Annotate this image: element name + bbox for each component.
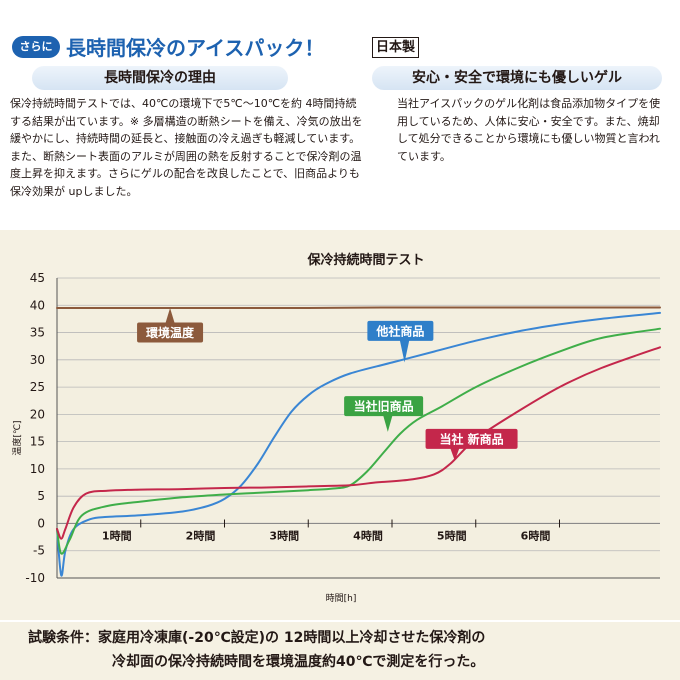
series-label-box xyxy=(137,322,204,343)
header: さらに 長時間保冷のアイスパック！ 日本製 xyxy=(10,34,670,62)
section-heading-safe-gel: 安心・安全で環境にも優しいゲル xyxy=(372,66,662,90)
series-label-pointer xyxy=(399,338,410,363)
x-tick-label: 6時間 xyxy=(521,528,551,542)
section-heading-long-cooling: 長時間保冷の理由 xyxy=(32,66,288,90)
y-tick-label: 15 xyxy=(30,435,45,449)
x-tick-label: 4時間 xyxy=(353,528,383,542)
series-line xyxy=(56,346,661,540)
series-line xyxy=(56,306,661,310)
series-label-pointer xyxy=(449,446,460,461)
cooling-duration-chart: 保冷持続時間テスト -10 -5 0 5 10 15 20 25 30 35 40 45 1時間 2時間 3… xyxy=(11,252,661,604)
y-tick-label: 35 xyxy=(30,326,45,340)
x-tick-label: 1時間 xyxy=(102,528,132,542)
safe-gel-description: 当社アイスパックのゲル化剤は食品添加物タイプを使用しているため、人体に安心・安全… xyxy=(397,97,661,163)
y-tick-label: 25 xyxy=(30,380,45,394)
chart-title: 保冷持続時間テスト xyxy=(306,252,424,268)
y-axis-label: 温度[℃] xyxy=(11,420,23,455)
test-conditions: 試験条件：家庭用冷凍庫(-20℃設定)の 12時間以上冷却させた保冷剤の 冷却面… xyxy=(0,622,680,680)
x-tick-label: 5時間 xyxy=(437,528,467,542)
made-in-japan-badge: 日本製 xyxy=(372,37,420,58)
series-label-box xyxy=(425,428,518,449)
x-axis-label: 時間[h] xyxy=(326,593,357,604)
series-label-text: 他社商品 xyxy=(375,323,424,338)
y-tick-label: -10 xyxy=(25,571,45,585)
test-conditions-line-1: 試験条件：家庭用冷凍庫(-20℃設定)の 12時間以上冷却させた保冷剤の xyxy=(28,630,486,646)
y-tick-label: 5 xyxy=(37,489,45,503)
y-tick-label: -5 xyxy=(33,544,45,558)
series-label-box xyxy=(344,396,424,417)
long-cooling-description: 保冷持続時間テストでは、40℃の環境下で5℃～10℃を約 4時間持続する結果が出… xyxy=(10,97,363,198)
y-tick-label: 20 xyxy=(30,407,45,421)
page-title: 長時間保冷のアイスパック！ xyxy=(66,36,325,60)
y-tick-label: 40 xyxy=(30,298,45,312)
y-tick-label: 45 xyxy=(30,271,45,285)
x-tick-label: 2時間 xyxy=(186,528,216,542)
series-line xyxy=(56,311,661,577)
y-tick-label: 30 xyxy=(30,353,45,367)
series-label-text: 当社 新商品 xyxy=(439,431,503,446)
y-tick-label: 10 xyxy=(30,462,45,476)
series-label-text: 環境温度 xyxy=(146,325,195,340)
series-line xyxy=(56,327,661,555)
test-conditions-line-2: 冷却面の保冷持続時間を環境温度約40℃で測定を行った。 xyxy=(112,654,485,670)
x-tick-label: 3時間 xyxy=(269,528,299,542)
series-label-pointer xyxy=(382,414,393,432)
series-label-box xyxy=(367,320,434,341)
sarani-badge: さらに xyxy=(12,36,60,58)
series-label-text: 当社旧商品 xyxy=(354,399,414,414)
series-label-pointer xyxy=(165,308,176,325)
y-tick-label: 0 xyxy=(37,516,45,530)
